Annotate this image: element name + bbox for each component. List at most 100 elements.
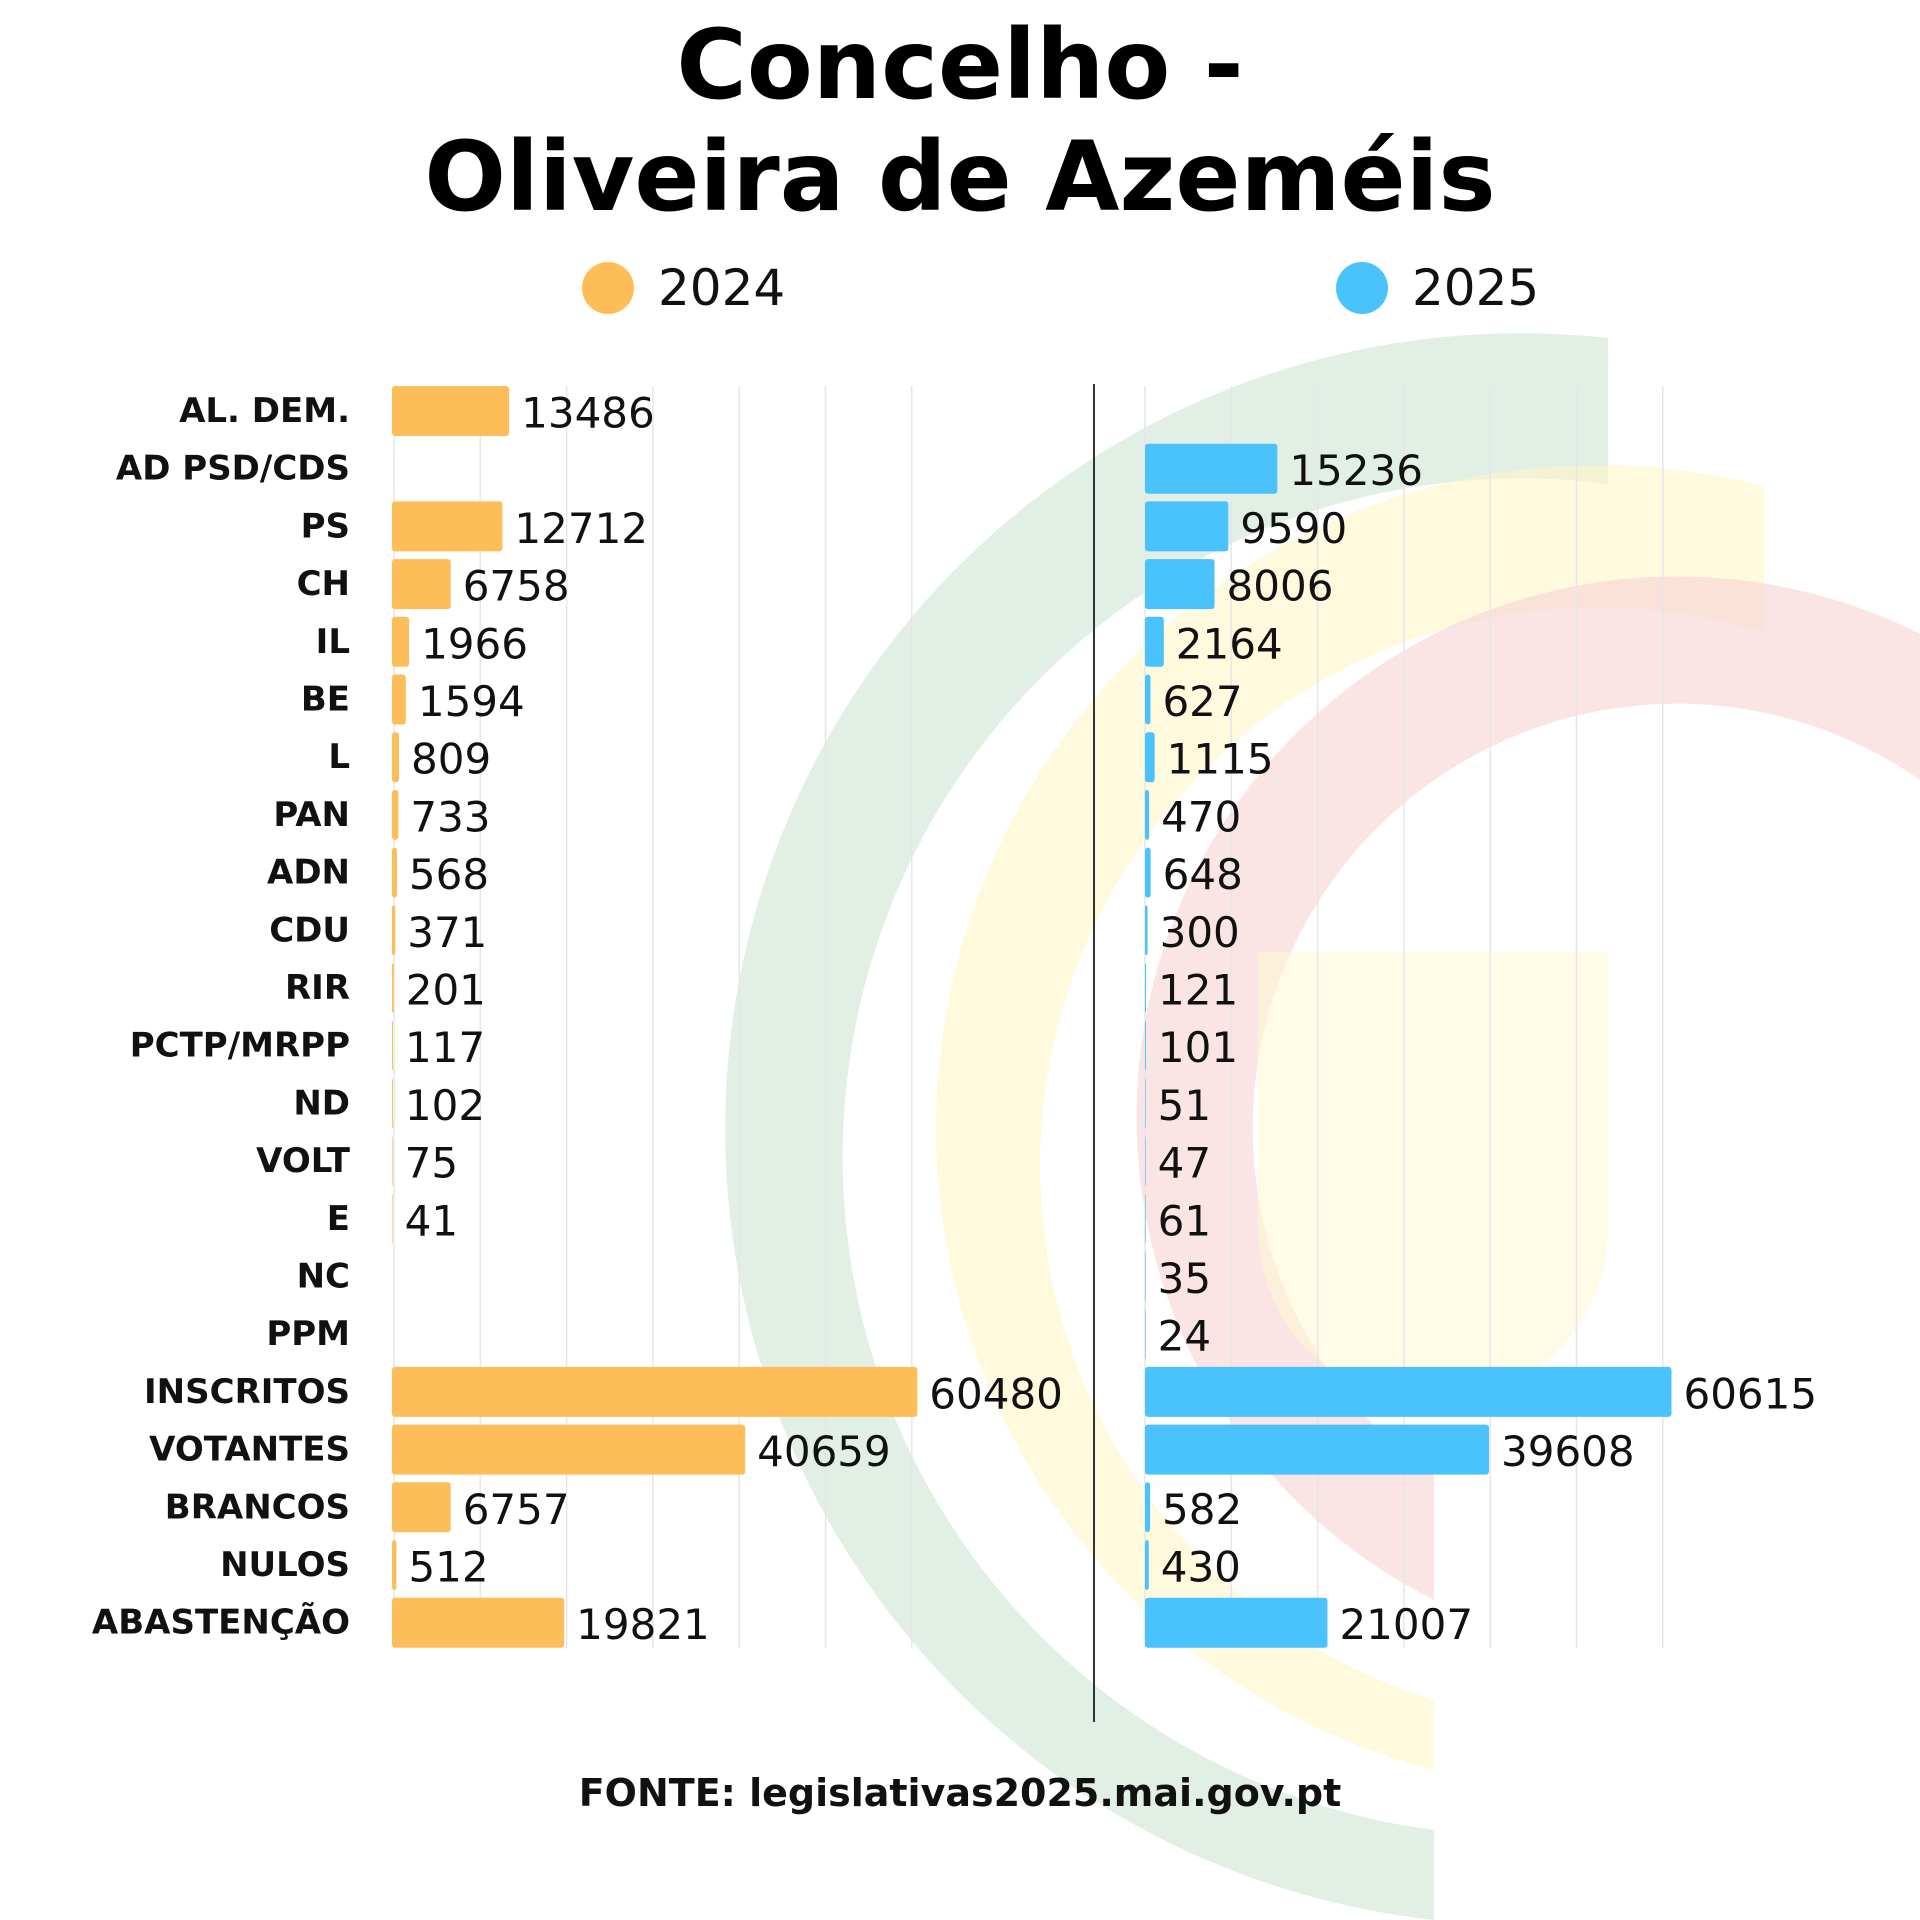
legend-label-2024: 2024	[658, 259, 786, 317]
bar-2025	[1145, 1597, 1328, 1648]
bar-2025	[1145, 732, 1155, 783]
value-label-2025: 15236	[1289, 446, 1423, 495]
watermark-green-arc	[725, 333, 1608, 1920]
category-label: PAN	[273, 795, 350, 835]
value-label-2025: 8006	[1227, 562, 1334, 611]
bar-2024	[392, 1424, 746, 1475]
category-label: ABASTENÇÃO	[92, 1602, 350, 1643]
value-label-2024: 568	[409, 850, 489, 899]
category-label: VOTANTES	[149, 1430, 350, 1470]
watermark-yellow-block	[1258, 952, 1608, 1403]
value-label-2024: 6758	[463, 562, 570, 611]
value-label-2025: 300	[1160, 908, 1240, 957]
value-label-2025: 582	[1162, 1485, 1242, 1534]
bar-2025	[1145, 1366, 1672, 1417]
bar-2024	[392, 1482, 451, 1533]
bar-2024	[392, 1597, 565, 1648]
bar-2025	[1145, 963, 1147, 1013]
bar-2025	[1145, 1078, 1146, 1129]
value-label-2024: 102	[405, 1081, 485, 1130]
bar-2024	[392, 1366, 918, 1417]
bar-2025	[1145, 1251, 1146, 1302]
bar-2025	[1145, 1136, 1146, 1187]
legend-label-2025: 2025	[1412, 259, 1540, 317]
value-label-2024: 733	[410, 792, 490, 841]
value-label-2024: 512	[408, 1543, 488, 1592]
bar-2024	[392, 616, 410, 667]
category-label: L	[328, 737, 350, 777]
value-label-2025: 24	[1158, 1312, 1211, 1361]
bar-2025	[1145, 905, 1148, 956]
watermark-red-arc	[1136, 576, 1920, 1600]
bar-2024	[392, 1193, 393, 1244]
bar-2024	[392, 847, 397, 898]
category-label: PCTP/MRPP	[130, 1026, 350, 1066]
value-label-2024: 60480	[929, 1369, 1063, 1418]
value-label-2025: 627	[1162, 677, 1242, 726]
bar-2025	[1145, 1020, 1146, 1071]
bar-2025	[1145, 1540, 1149, 1590]
value-label-2024: 6757	[463, 1485, 570, 1534]
value-label-2024: 809	[411, 735, 491, 784]
bar-2024	[392, 732, 400, 783]
value-label-2024: 40659	[757, 1427, 891, 1476]
value-label-2025: 47	[1158, 1139, 1211, 1188]
category-label: NULOS	[220, 1545, 350, 1585]
page-title-line-2: Oliveira de Azeméis	[424, 121, 1496, 233]
legend-marker-2025	[1336, 262, 1388, 314]
bar-2025	[1145, 1309, 1146, 1360]
bar-2024	[392, 386, 510, 436]
value-label-2025: 648	[1163, 850, 1243, 899]
source-note: FONTE: legislativas2025.mai.gov.pt	[578, 1771, 1342, 1815]
bar-2024	[392, 1078, 393, 1129]
bar-2025	[1145, 674, 1151, 725]
page-title-line-1: Concelho -	[676, 9, 1244, 121]
category-label: AL. DEM.	[179, 391, 350, 431]
bar-2024	[392, 1540, 397, 1590]
bar-2025	[1145, 1482, 1151, 1533]
category-label: INSCRITOS	[144, 1372, 350, 1412]
category-label: NC	[297, 1257, 350, 1297]
bar-2024	[392, 789, 399, 840]
category-label: IL	[316, 622, 350, 662]
category-label: CDU	[269, 910, 350, 950]
bar-2025	[1145, 1424, 1490, 1475]
value-label-2024: 75	[405, 1139, 458, 1188]
category-label: CH	[297, 564, 350, 604]
value-label-2024: 201	[406, 966, 486, 1015]
value-label-2025: 51	[1158, 1081, 1211, 1130]
value-label-2024: 371	[407, 908, 487, 957]
bar-2024	[392, 501, 503, 552]
legend-marker-2024	[582, 262, 634, 314]
value-label-2025: 35	[1158, 1254, 1211, 1303]
value-label-2024: 117	[405, 1023, 485, 1072]
value-label-2025: 470	[1161, 792, 1241, 841]
value-label-2025: 61	[1158, 1196, 1211, 1245]
value-label-2025: 9590	[1240, 504, 1347, 553]
bar-2024	[392, 905, 396, 956]
bar-2024	[392, 1020, 394, 1071]
bar-2025	[1145, 559, 1215, 610]
bar-2025	[1145, 789, 1150, 840]
bar-2025	[1145, 847, 1151, 898]
value-label-2025: 21007	[1339, 1600, 1473, 1649]
category-label: PS	[301, 506, 350, 546]
bar-2024	[392, 1136, 393, 1187]
category-label: ADN	[267, 853, 350, 893]
value-label-2025: 2164	[1176, 619, 1283, 668]
value-label-2025: 121	[1158, 966, 1238, 1015]
category-label: AD PSD/CDS	[116, 449, 350, 489]
category-label: RIR	[285, 968, 350, 1008]
bar-2024	[392, 674, 406, 725]
value-label-2024: 12712	[514, 504, 648, 553]
value-label-2024: 13486	[521, 389, 655, 438]
value-label-2025: 1115	[1167, 735, 1274, 784]
category-label: VOLT	[256, 1141, 351, 1181]
bar-2024	[392, 963, 394, 1013]
bar-2025	[1145, 616, 1164, 667]
bar-2024	[392, 559, 451, 610]
category-label: ND	[293, 1083, 350, 1123]
